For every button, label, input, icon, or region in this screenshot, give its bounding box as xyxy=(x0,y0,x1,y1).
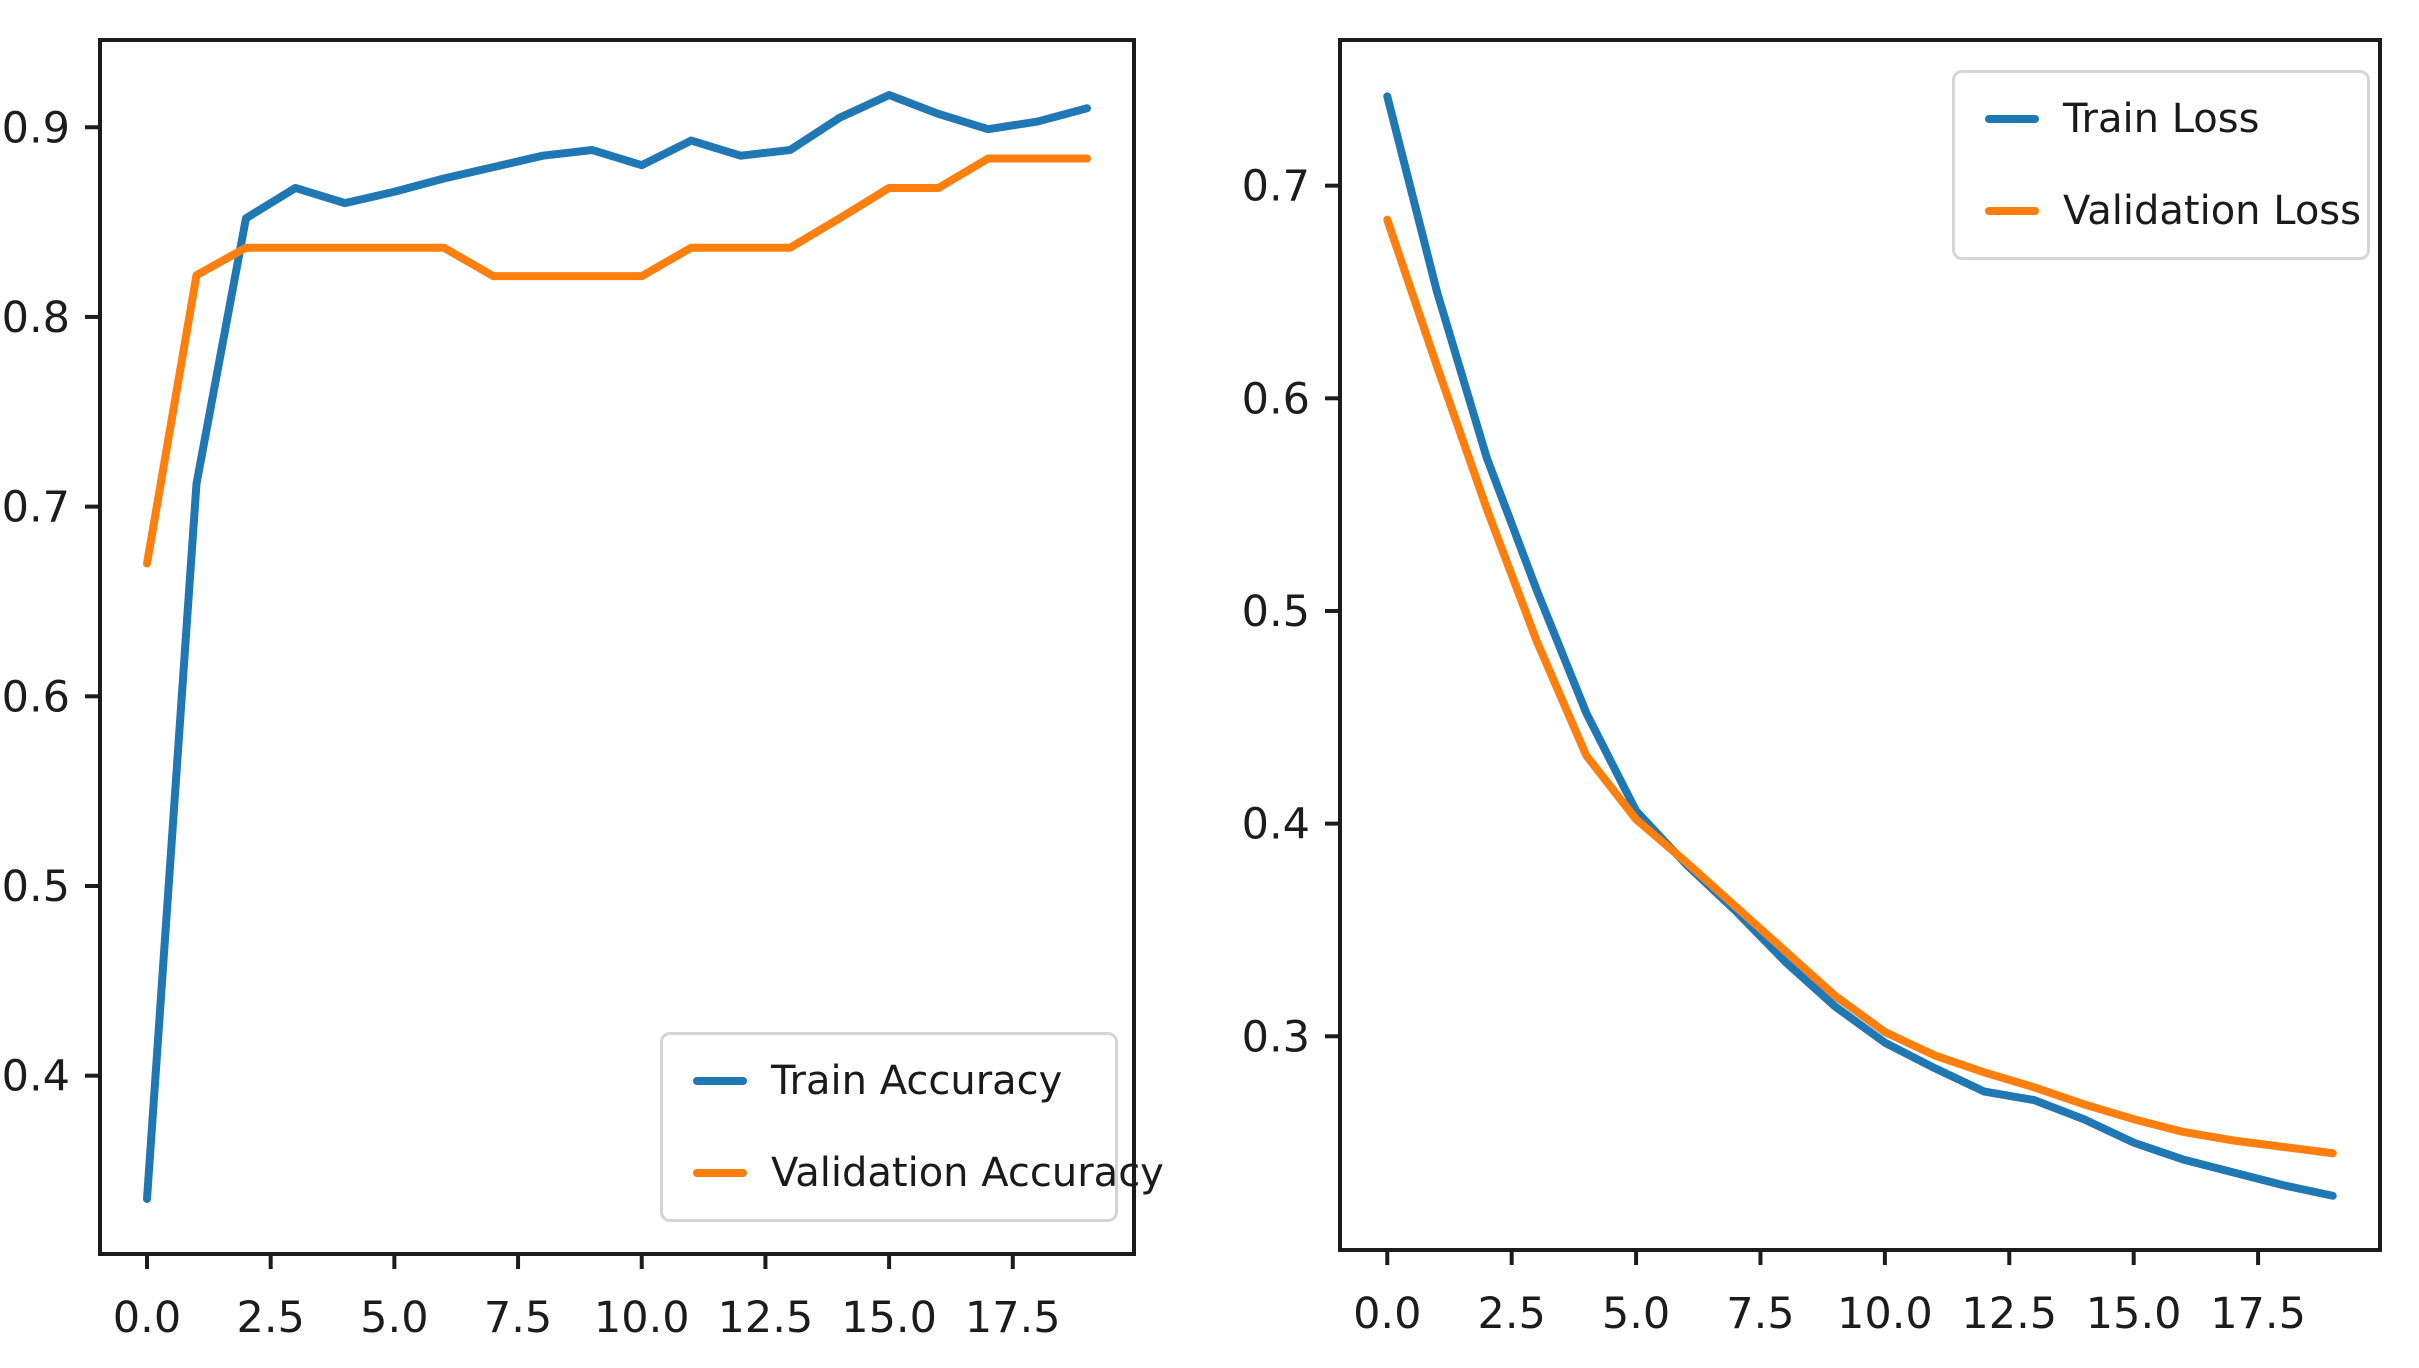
loss-x-tick-label: 12.5 xyxy=(1961,1289,2057,1339)
accuracy-x-tick-label: 15.0 xyxy=(841,1293,937,1343)
loss-x-tick-label: 10.0 xyxy=(1837,1289,1933,1339)
loss-x-tick-label: 5.0 xyxy=(1602,1289,1670,1339)
loss-y-tick-label: 0.6 xyxy=(1242,374,1310,424)
loss-chart: 0.0 2.5 5.0 7.5 10.0 12.5 15.0 17.5 0.3 0.4 0.5 0.6… xyxy=(1242,38,2382,1339)
accuracy-x-tick-label: 7.5 xyxy=(484,1293,552,1343)
accuracy-legend: Train Accuracy Validation Accuracy xyxy=(660,1032,1164,1222)
legend-item-train-accuracy: Train Accuracy xyxy=(693,1061,1085,1101)
accuracy-x-tick-label: 12.5 xyxy=(718,1293,814,1343)
train-loss-legend-label: Train Loss xyxy=(2063,96,2260,142)
loss-legend: Train Loss Validation Loss xyxy=(1952,70,2370,260)
validation-loss-line xyxy=(1383,215,2337,1158)
accuracy-y-tick-label: 0.6 xyxy=(2,672,70,722)
loss-y-tick-label: 0.3 xyxy=(1242,1012,1310,1062)
validation-accuracy-line xyxy=(143,154,1091,568)
accuracy-y-tick-label: 0.5 xyxy=(2,862,70,912)
validation-loss-legend-label: Validation Loss xyxy=(2063,188,2361,234)
train-accuracy-legend-label: Train Accuracy xyxy=(771,1058,1063,1104)
loss-y-tick-label: 0.5 xyxy=(1242,587,1310,637)
accuracy-x-tick-label: 17.5 xyxy=(965,1293,1061,1343)
accuracy-chart: 0.0 2.5 5.0 7.5 10.0 12.5 15.0 17.5 0.4 0.5 0.6 0.7… xyxy=(2,38,1136,1343)
train-accuracy-line xyxy=(143,91,1091,1203)
legend-item-validation-accuracy: Validation Accuracy xyxy=(693,1153,1164,1193)
loss-y-tick-label: 0.7 xyxy=(1242,162,1310,212)
accuracy-x-tick-label: 5.0 xyxy=(360,1293,428,1343)
validation-accuracy-swatch xyxy=(693,1169,747,1177)
accuracy-y-tick-label: 0.8 xyxy=(2,293,70,343)
accuracy-x-tick-label: 10.0 xyxy=(594,1293,690,1343)
loss-x-tick-label: 2.5 xyxy=(1477,1289,1545,1339)
validation-accuracy-legend-label: Validation Accuracy xyxy=(771,1150,1164,1196)
accuracy-y-tick-label: 0.4 xyxy=(2,1052,70,1102)
train-loss-swatch xyxy=(1985,115,2039,123)
loss-y-tick-label: 0.4 xyxy=(1242,800,1310,850)
loss-axes-frame xyxy=(1338,38,2382,1252)
accuracy-axes-frame xyxy=(98,38,1136,1256)
accuracy-y-tick-label: 0.9 xyxy=(2,103,70,153)
accuracy-y-tick-label: 0.7 xyxy=(2,483,70,533)
loss-x-tick-label: 7.5 xyxy=(1726,1289,1794,1339)
accuracy-x-tick-label: 0.0 xyxy=(113,1293,181,1343)
legend-item-train-loss: Train Loss xyxy=(1985,99,2337,139)
validation-loss-swatch xyxy=(1985,207,2039,215)
accuracy-x-tick-label: 2.5 xyxy=(236,1293,304,1343)
loss-x-tick-label: 17.5 xyxy=(2210,1289,2306,1339)
train-accuracy-swatch xyxy=(693,1077,747,1085)
loss-x-tick-label: 0.0 xyxy=(1353,1289,1421,1339)
train-loss-line xyxy=(1383,92,2337,1200)
loss-x-tick-label: 15.0 xyxy=(2086,1289,2182,1339)
legend-item-validation-loss: Validation Loss xyxy=(1985,191,2361,231)
